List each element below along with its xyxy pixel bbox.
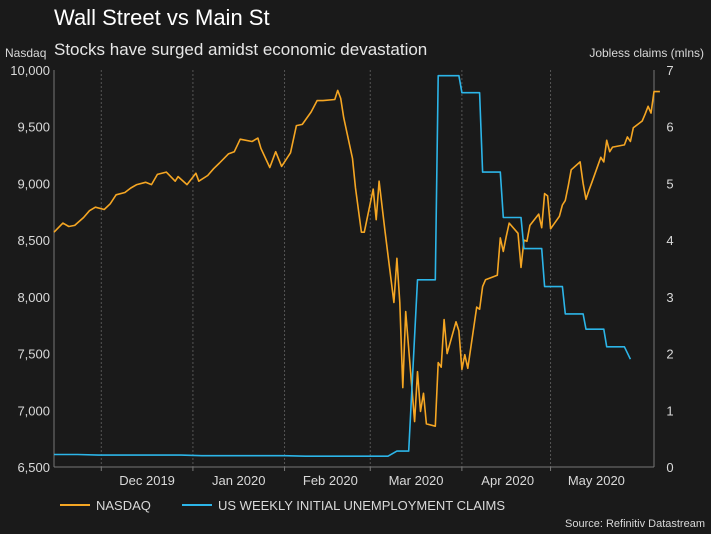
x-tick-label: Jan 2020 — [212, 473, 266, 488]
legend-label-claims: US WEEKLY INITIAL UNEMPLOYMENT CLAIMS — [218, 498, 505, 513]
y-left-tick-label: 8,500 — [17, 233, 50, 248]
y-left-tick-label: 9,000 — [17, 176, 50, 191]
y-left-tick-label: 6,500 — [17, 460, 50, 475]
y-right-tick-label: 3 — [666, 290, 673, 305]
y-left-tick-label: 7,000 — [17, 403, 50, 418]
y-right-tick-label: 0 — [666, 460, 673, 475]
y-right-tick-label: 2 — [666, 347, 673, 362]
series-line-claims — [54, 74, 632, 457]
y-right-tick-label: 6 — [666, 120, 673, 135]
legend-label-nasdaq: NASDAQ — [96, 498, 151, 513]
y-left-tick-label: 9,500 — [17, 120, 50, 135]
y-left-tick-label: 10,000 — [10, 63, 50, 78]
y-left-tick-label: 8,000 — [17, 290, 50, 305]
y-left-axis-label: Nasdaq — [5, 46, 46, 60]
x-tick-label: Apr 2020 — [481, 473, 534, 488]
y-right-axis-label: Jobless claims (mlns) — [589, 46, 704, 60]
y-right-tick-label: 4 — [666, 233, 673, 248]
source-note: Source: Refinitiv Datastream — [565, 518, 705, 530]
y-right-tick-label: 7 — [666, 63, 673, 78]
chart-subtitle: Stocks have surged amidst economic devas… — [54, 40, 427, 59]
series-line-nasdaq — [53, 89, 660, 427]
x-tick-label: May 2020 — [568, 473, 625, 488]
chart-title: Wall Street vs Main St — [54, 5, 270, 30]
x-tick-label: Mar 2020 — [389, 473, 444, 488]
y-right-tick-label: 1 — [666, 403, 673, 418]
x-tick-label: Dec 2019 — [119, 473, 175, 488]
y-left-tick-label: 7,500 — [17, 347, 50, 362]
y-right-tick-label: 5 — [666, 176, 673, 191]
plot-area: 6,500 7,000 7,500 8,000 8,500 9,000 9,500 10,00… — [10, 63, 673, 488]
plot-background — [54, 70, 654, 467]
x-tick-label: Feb 2020 — [303, 473, 358, 488]
